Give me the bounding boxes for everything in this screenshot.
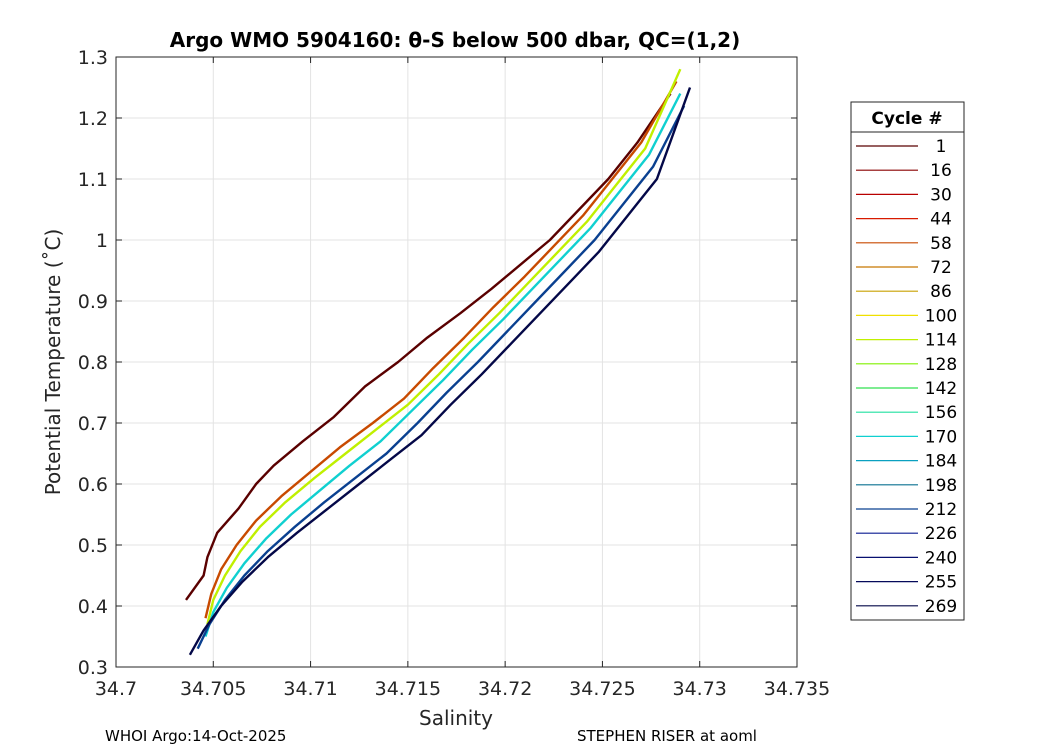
legend-label: 170 [925, 427, 957, 447]
legend-label: 86 [930, 282, 952, 302]
series-line-cycle-1 [185, 92, 672, 601]
series-line-cycle-170 [204, 93, 682, 637]
legend-label: 269 [925, 597, 957, 617]
legend-label: 212 [925, 500, 957, 520]
x-tick-label: 34.71 [283, 678, 337, 700]
legend-label: 240 [925, 548, 957, 568]
grid [115, 56, 798, 668]
y-tick-label: 0.8 [78, 352, 108, 374]
legend-label: 30 [930, 185, 952, 205]
series-line-cycle-114 [206, 68, 682, 625]
legend-label: 72 [930, 258, 952, 278]
x-tick-label: 34.715 [375, 678, 441, 700]
x-tick-label: 34.72 [478, 678, 532, 700]
x-axis-label: Salinity [419, 706, 493, 730]
y-axis: 0.3 0.4 0.5 0.6 0.7 0.8 0.9 1 1.1 1.2 1.3 [78, 47, 797, 679]
legend-label: 58 [930, 234, 952, 254]
y-axis-label: Potential Temperature (˚C) [41, 229, 65, 496]
y-tick-label: 1.1 [78, 169, 108, 191]
x-tick-label: 34.725 [569, 678, 635, 700]
x-axis: 34.7 34.705 34.71 34.715 34.72 34.725 34.73 34.… [95, 57, 830, 700]
legend-label: 100 [925, 306, 957, 326]
legend-label: 16 [930, 161, 952, 181]
y-tick-label: 0.4 [78, 596, 108, 618]
legend-entries: 1 16 30 44 58 72 86 100 114 128 142 156 170 184 198 212… [856, 137, 957, 617]
y-tick-label: 1.3 [78, 47, 108, 69]
footer-left: WHOI Argo:14-Oct-2025 [105, 727, 286, 745]
legend-label: 142 [925, 379, 957, 399]
legend-label: 255 [925, 573, 957, 593]
x-tick-label: 34.705 [180, 678, 246, 700]
y-tick-label: 0.6 [78, 474, 108, 496]
legend-label: 184 [925, 452, 957, 472]
legend: Cycle # 11630445872861001141281421561701… [850, 101, 965, 621]
y-tick-label: 0.5 [78, 535, 108, 557]
chart-title: Argo WMO 5904160: θ-S below 500 dbar, QC… [170, 28, 740, 52]
y-tick-label: 0.9 [78, 291, 108, 313]
x-tick-label: 34.7 [95, 678, 137, 700]
legend-label: 114 [925, 331, 957, 351]
y-tick-label: 0.7 [78, 413, 108, 435]
series-line-cycle-269 [188, 87, 692, 656]
legend-label: 44 [930, 210, 952, 230]
footer-right: STEPHEN RISER at aoml [577, 727, 757, 745]
legend-label: 156 [925, 403, 957, 423]
y-tick-label: 0.3 [78, 657, 108, 679]
legend-label: 128 [925, 355, 957, 375]
x-tick-label: 34.735 [764, 678, 830, 700]
legend-title: Cycle # [871, 109, 942, 129]
y-tick-label: 1 [96, 230, 108, 252]
x-tick-label: 34.73 [673, 678, 727, 700]
data-series [185, 68, 692, 656]
series-line-cycle-58 [204, 80, 678, 619]
legend-label: 1 [936, 137, 947, 157]
legend-label: 226 [925, 524, 957, 544]
series-line-cycle-212 [196, 105, 686, 650]
legend-label: 198 [925, 476, 957, 496]
y-tick-label: 1.2 [78, 108, 108, 130]
